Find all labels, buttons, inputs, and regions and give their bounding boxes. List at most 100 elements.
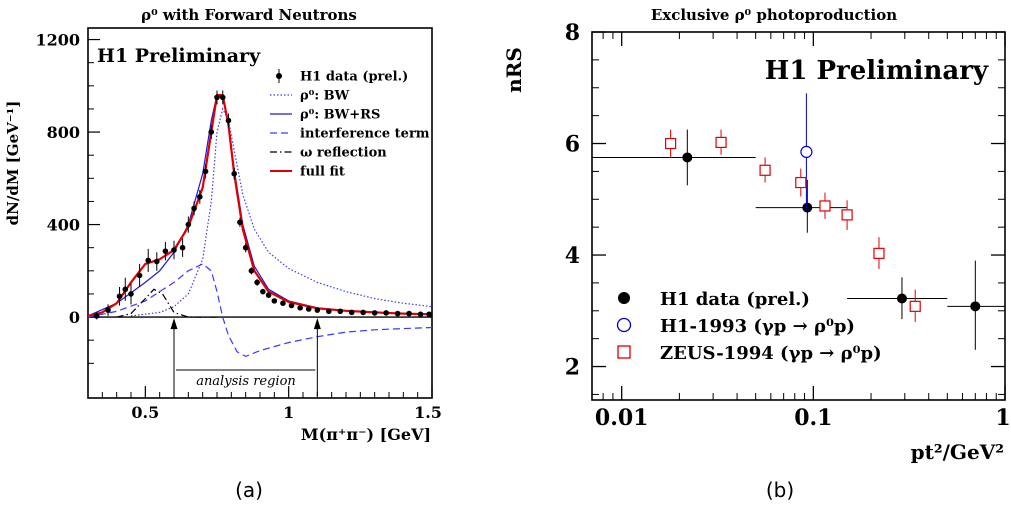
data-point — [191, 205, 197, 212]
y-tick-label: 8 — [565, 20, 580, 46]
panel-b-caption: (b) — [766, 478, 794, 502]
panel-b-y-axis-label: nRS — [502, 47, 526, 93]
panel-a-legend: H1 data (prel.) ρ⁰: BW ρ⁰: BW+RS interferen… — [270, 69, 430, 180]
legend-label: ZEUS-1994 (γp → ρ⁰p) — [660, 343, 882, 364]
data-point — [280, 300, 286, 306]
panel-a-caption: (a) — [235, 478, 263, 502]
data-point — [93, 313, 100, 319]
data-point — [242, 244, 249, 251]
data-point — [116, 293, 123, 300]
data-point — [122, 286, 129, 293]
y-tick-label: 6 — [565, 132, 580, 158]
panel-a-x-axis-label: M(π⁺π⁻) [GeV] — [301, 425, 431, 444]
panel-b-axes: 2 4 6 8 0.01 0.1 1 — [565, 20, 1011, 431]
analysis-region-marker: analysis region — [170, 318, 321, 396]
x-tick-label: 0.1 — [794, 405, 832, 431]
x-tick-label: 0.5 — [131, 403, 159, 422]
data-point — [237, 219, 243, 226]
data-point-h1 — [970, 301, 981, 312]
region-arrow-head — [313, 318, 321, 330]
analysis-region-label: analysis region — [196, 374, 296, 389]
data-point-h1 — [802, 202, 813, 213]
x-tick-label: 1.5 — [414, 403, 442, 422]
data-point — [326, 308, 332, 315]
legend-marker — [616, 317, 632, 333]
data-point-zeus — [819, 200, 831, 212]
data-point — [271, 298, 278, 304]
data-point-h1 — [896, 293, 907, 304]
data-point — [179, 244, 186, 251]
legend-marker — [618, 292, 630, 304]
y-tick-label: 0 — [69, 308, 80, 327]
data-point — [171, 247, 177, 253]
data-point — [105, 307, 111, 313]
data-point — [254, 279, 260, 286]
data-point-zeus — [715, 136, 727, 148]
data-point — [231, 170, 237, 177]
data-point-zeus — [873, 247, 885, 259]
data-point — [208, 129, 215, 135]
panel-a-data-points — [93, 90, 432, 320]
panel-a: ρ⁰ with Forward Neutrons H1 Preliminary … — [4, 6, 442, 502]
data-point — [305, 306, 312, 312]
y-tick-label: 400 — [47, 216, 80, 235]
data-point — [288, 302, 295, 309]
data-point — [145, 257, 151, 264]
panel-b-title: Exclusive ρ⁰ photoproduction — [651, 6, 897, 24]
y-tick-label: 800 — [47, 123, 80, 142]
data-point-zeus — [841, 209, 853, 221]
region-arrow-head — [170, 318, 178, 330]
legend-label: H1-1993 (γp → ρ⁰p) — [660, 316, 855, 337]
curve-dashdot — [116, 288, 217, 318]
data-point — [426, 311, 432, 318]
data-point-zeus — [795, 176, 807, 189]
data-point — [314, 307, 321, 313]
data-point — [417, 311, 424, 318]
data-point-h1-1993 — [800, 145, 813, 158]
data-point — [202, 168, 209, 175]
panel-a-axes: 0 400 800 1200 0.5 1 1.5 — [35, 31, 441, 422]
panel-b-x-axis-label: pt²/GeV² — [911, 440, 1004, 464]
data-point — [219, 94, 226, 101]
data-point — [154, 258, 160, 265]
y-tick-label: 2 — [565, 355, 580, 381]
panel-b-frame — [591, 31, 1006, 401]
data-point-zeus — [665, 137, 677, 150]
data-point — [197, 194, 203, 200]
data-point — [265, 292, 272, 298]
data-point — [337, 308, 344, 315]
panel-b-data-points — [592, 93, 1005, 350]
data-point-zeus — [909, 300, 921, 312]
curve-dashed — [87, 263, 433, 358]
panel-a-title: ρ⁰ with Forward Neutrons — [141, 6, 357, 24]
data-point — [128, 291, 134, 297]
panel-a-watermark: H1 Preliminary — [97, 45, 261, 67]
curve-dotted — [130, 107, 433, 317]
data-point — [348, 309, 355, 316]
panel-a-y-axis-label: dN/dM [GeV⁻¹] — [4, 101, 22, 226]
data-point — [297, 305, 303, 311]
data-point — [248, 268, 255, 274]
x-tick-label: 1 — [995, 405, 1010, 431]
data-point — [185, 221, 192, 228]
data-point — [225, 117, 232, 124]
data-point — [383, 310, 389, 316]
legend-label: H1 data (prel.) — [660, 289, 810, 310]
legend-label: ρ⁰: BW — [300, 89, 350, 104]
data-point — [214, 94, 220, 101]
data-point-zeus — [759, 164, 771, 176]
legend-swatch-point — [276, 73, 282, 79]
legend-label: H1 data (prel.) — [300, 70, 408, 85]
y-tick-label: 4 — [565, 243, 580, 269]
x-tick-label: 0.01 — [595, 405, 649, 431]
legend-marker — [617, 345, 631, 359]
legend-label: ρ⁰: BW+RS — [300, 108, 380, 123]
panel-b-legend: H1 data (prel.) H1-1993 (γp → ρ⁰p) ZEUS-19… — [616, 289, 882, 364]
data-point — [371, 310, 378, 316]
data-point-h1 — [682, 152, 693, 163]
data-point — [406, 310, 412, 317]
y-tick-label: 1200 — [35, 31, 80, 50]
legend-label: full fit — [300, 165, 345, 180]
